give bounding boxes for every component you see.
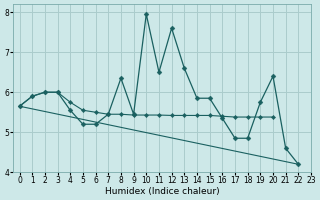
X-axis label: Humidex (Indice chaleur): Humidex (Indice chaleur) <box>105 187 220 196</box>
